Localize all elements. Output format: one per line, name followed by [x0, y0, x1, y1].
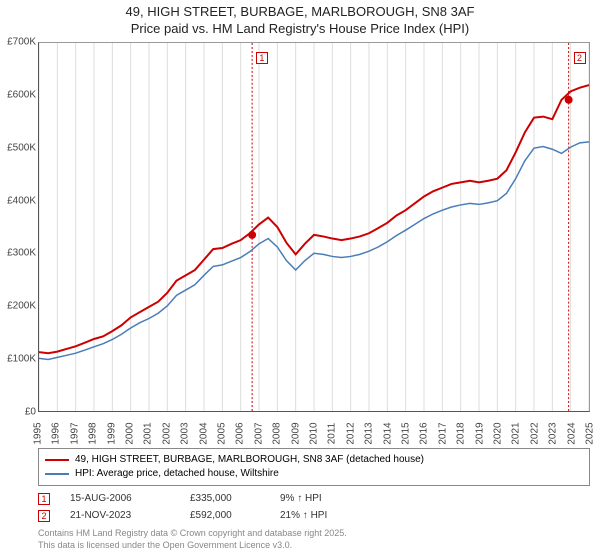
- x-tick-label: 2007: [253, 422, 264, 444]
- x-tick-label: 1995: [33, 422, 44, 444]
- x-tick-label: 2010: [309, 422, 320, 444]
- plot-svg: [39, 43, 589, 411]
- legend-item-1: HPI: Average price, detached house, Wilt…: [45, 467, 583, 481]
- sale-row-0: 1 15-AUG-2006 £335,000 9% ↑ HPI: [38, 490, 360, 507]
- x-tick-label: 2023: [548, 422, 559, 444]
- y-tick-label: £100K: [0, 354, 36, 365]
- x-tick-label: 2021: [511, 422, 522, 444]
- sale-marker-1: 2: [38, 510, 50, 522]
- y-tick-label: £0: [0, 407, 36, 418]
- x-tick-label: 2005: [217, 422, 228, 444]
- x-tick-label: 2020: [493, 422, 504, 444]
- legend-item-0: 49, HIGH STREET, BURBAGE, MARLBOROUGH, S…: [45, 453, 583, 467]
- x-tick-label: 2013: [364, 422, 375, 444]
- y-tick-label: £300K: [0, 248, 36, 259]
- x-tick-label: 2022: [529, 422, 540, 444]
- x-tick-label: 2015: [401, 422, 412, 444]
- legend-swatch-0: [45, 459, 69, 461]
- x-tick-label: 2001: [143, 422, 154, 444]
- x-tick-label: 2009: [290, 422, 301, 444]
- event-marker-box: 2: [574, 52, 586, 64]
- title-line-2: Price paid vs. HM Land Registry's House …: [0, 21, 600, 38]
- footer: Contains HM Land Registry data © Crown c…: [38, 528, 347, 551]
- sale-date-1: 21-NOV-2023: [70, 507, 170, 524]
- sale-pct-0: 9% ↑ HPI: [280, 490, 360, 507]
- sale-date-0: 15-AUG-2006: [70, 490, 170, 507]
- sale-pct-1: 21% ↑ HPI: [280, 507, 360, 524]
- x-tick-label: 1998: [88, 422, 99, 444]
- x-tick-label: 2024: [566, 422, 577, 444]
- x-tick-label: 2017: [437, 422, 448, 444]
- y-tick-label: £200K: [0, 301, 36, 312]
- legend-label-1: HPI: Average price, detached house, Wilt…: [75, 467, 279, 481]
- x-tick-label: 2008: [272, 422, 283, 444]
- y-tick-label: £700K: [0, 37, 36, 48]
- x-tick-label: 2012: [345, 422, 356, 444]
- x-tick-label: 1997: [69, 422, 80, 444]
- x-tick-label: 1996: [51, 422, 62, 444]
- footer-line-2: This data is licensed under the Open Gov…: [38, 540, 347, 552]
- sale-price-0: £335,000: [190, 490, 260, 507]
- sale-marker-0: 1: [38, 493, 50, 505]
- x-tick-label: 2004: [198, 422, 209, 444]
- event-marker-box: 1: [256, 52, 268, 64]
- sale-row-1: 2 21-NOV-2023 £592,000 21% ↑ HPI: [38, 507, 360, 524]
- x-tick-label: 2002: [161, 422, 172, 444]
- y-tick-label: £400K: [0, 195, 36, 206]
- y-tick-label: £500K: [0, 142, 36, 153]
- chart-container: 49, HIGH STREET, BURBAGE, MARLBOROUGH, S…: [0, 0, 600, 560]
- footer-line-1: Contains HM Land Registry data © Crown c…: [38, 528, 347, 540]
- x-tick-label: 2006: [235, 422, 246, 444]
- x-tick-label: 2011: [327, 423, 338, 445]
- x-tick-label: 2019: [474, 422, 485, 444]
- x-tick-label: 2016: [419, 422, 430, 444]
- x-tick-label: 2000: [125, 422, 136, 444]
- x-tick-label: 2018: [456, 422, 467, 444]
- x-tick-label: 2025: [585, 422, 596, 444]
- title-line-1: 49, HIGH STREET, BURBAGE, MARLBOROUGH, S…: [0, 4, 600, 21]
- x-tick-label: 2014: [382, 422, 393, 444]
- legend-label-0: 49, HIGH STREET, BURBAGE, MARLBOROUGH, S…: [75, 453, 424, 467]
- x-tick-label: 1999: [106, 422, 117, 444]
- sale-price-1: £592,000: [190, 507, 260, 524]
- sales-table: 1 15-AUG-2006 £335,000 9% ↑ HPI 2 21-NOV…: [38, 490, 360, 524]
- x-tick-label: 2003: [180, 422, 191, 444]
- legend-swatch-1: [45, 473, 69, 475]
- legend: 49, HIGH STREET, BURBAGE, MARLBOROUGH, S…: [38, 448, 590, 486]
- y-tick-label: £600K: [0, 89, 36, 100]
- plot-area: [38, 42, 590, 412]
- title-block: 49, HIGH STREET, BURBAGE, MARLBOROUGH, S…: [0, 0, 600, 38]
